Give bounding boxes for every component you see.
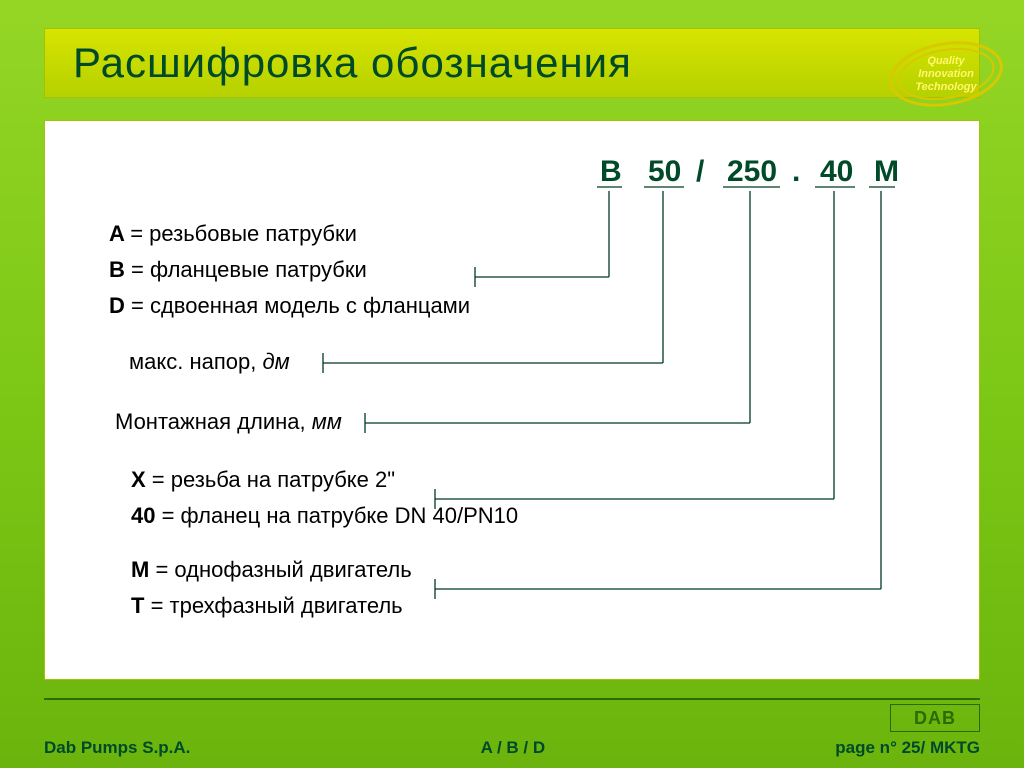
- title-bar: Расшифровка обозначения: [44, 28, 980, 98]
- dab-logo: DAB: [890, 704, 980, 732]
- slide-title: Расшифровка обозначения: [73, 39, 632, 87]
- definition-7: M = однофазный двигатель: [131, 557, 412, 582]
- definition-5: X = резьба на патрубке 2": [131, 467, 395, 492]
- code-part-5: 40: [820, 155, 853, 188]
- quality-badge: Quality Innovation Technology: [886, 40, 1006, 108]
- definition-2: D = сдвоенная модель с фланцами: [109, 293, 470, 318]
- footer-right: page n° 25/ MKTG: [835, 738, 980, 758]
- code-part-4: .: [792, 155, 800, 188]
- definition-1: B = фланцевые патрубки: [109, 257, 367, 282]
- badge-line2: Innovation: [918, 68, 974, 80]
- definition-3: макс. напор, дм: [129, 349, 290, 374]
- code-part-1: 50: [648, 155, 681, 188]
- definition-8: T = трехфазный двигатель: [131, 593, 403, 618]
- footer: DAB Dab Pumps S.p.A. A / B / D page n° 2…: [0, 698, 1024, 768]
- footer-left: Dab Pumps S.p.A.: [44, 738, 190, 758]
- footer-row: Dab Pumps S.p.A. A / B / D page n° 25/ M…: [44, 738, 980, 758]
- definition-4: Монтажная длина, мм: [115, 409, 342, 434]
- code-part-2: /: [696, 155, 705, 188]
- footer-center: A / B / D: [481, 738, 546, 758]
- code-part-3: 250: [727, 155, 777, 188]
- code-part-6: M: [874, 155, 899, 188]
- dab-logo-text: DAB: [914, 708, 956, 729]
- footer-divider: [44, 698, 980, 700]
- designation-diagram: B 50 / 250. 40 M A = резьбовые патрубки B = фла…: [45, 121, 981, 681]
- definition-0: A = резьбовые патрубки: [109, 221, 357, 246]
- badge-line3: Technology: [915, 81, 977, 93]
- badge-line1: Quality: [927, 55, 965, 67]
- content-box: B 50 / 250. 40 M A = резьбовые патрубки B = фла…: [44, 120, 980, 680]
- definition-6: 40 = фланец на патрубке DN 40/PN10: [131, 503, 518, 528]
- code-part-0: B: [600, 155, 622, 188]
